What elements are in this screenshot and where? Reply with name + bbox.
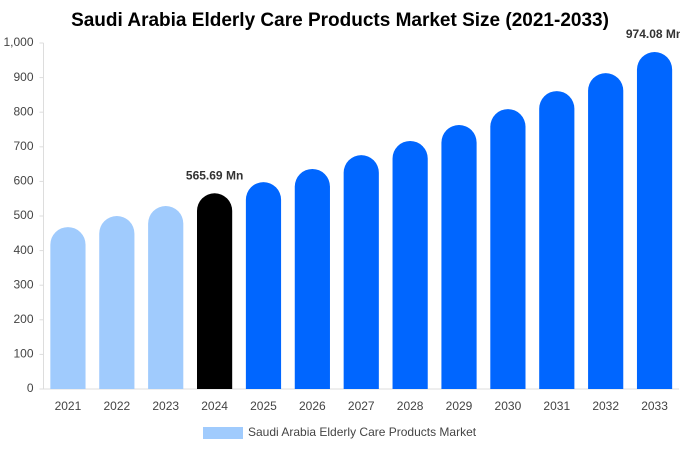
- y-tick-label: 500: [13, 208, 33, 222]
- bar: [636, 52, 673, 390]
- y-tick-label: 900: [13, 70, 33, 84]
- y-tick-label: 800: [13, 104, 33, 118]
- y-tick-label: 0: [27, 381, 34, 395]
- x-tick-label: 2032: [592, 399, 619, 413]
- bar: [490, 109, 526, 390]
- y-tick-label: 700: [13, 139, 33, 153]
- x-tick-label: 2028: [397, 399, 424, 413]
- y-tick-label: 200: [13, 312, 33, 326]
- bar: [294, 168, 330, 389]
- legend-label: Saudi Arabia Elderly Care Products Marke…: [248, 425, 477, 439]
- y-tick-label: 100: [13, 347, 33, 361]
- data-label: 565.69 Mn: [186, 168, 243, 182]
- bar: [588, 73, 624, 389]
- x-tick-label: 2025: [250, 399, 277, 413]
- y-tick-label: 300: [13, 277, 33, 291]
- bar: [50, 227, 86, 389]
- y-tick-label: 1,000: [3, 35, 33, 49]
- x-tick-label: 2031: [543, 399, 570, 413]
- bar: [441, 125, 477, 389]
- bar: [245, 182, 282, 389]
- bar: [99, 216, 135, 389]
- bar: [539, 91, 575, 389]
- chart-title: Saudi Arabia Elderly Care Products Marke…: [71, 10, 609, 31]
- x-tick-label: 2033: [641, 399, 668, 413]
- x-tick-label: 2026: [299, 399, 326, 413]
- x-tick-label: 2030: [495, 399, 522, 413]
- x-tick-label: 2027: [348, 399, 375, 413]
- legend-swatch: [203, 427, 243, 439]
- y-tick-label: 600: [13, 174, 33, 188]
- y-tick-label: 400: [13, 243, 33, 257]
- x-tick-label: 2023: [152, 399, 179, 413]
- data-label: 974.08 Mn: [626, 27, 680, 41]
- x-tick-label: 2021: [55, 399, 82, 413]
- x-tick-label: 2024: [201, 399, 228, 413]
- x-tick-label: 2029: [446, 399, 473, 413]
- bar: [392, 140, 428, 389]
- bar: [148, 205, 184, 389]
- bar: [343, 155, 379, 389]
- bar: [196, 193, 233, 389]
- x-tick-label: 2022: [103, 399, 130, 413]
